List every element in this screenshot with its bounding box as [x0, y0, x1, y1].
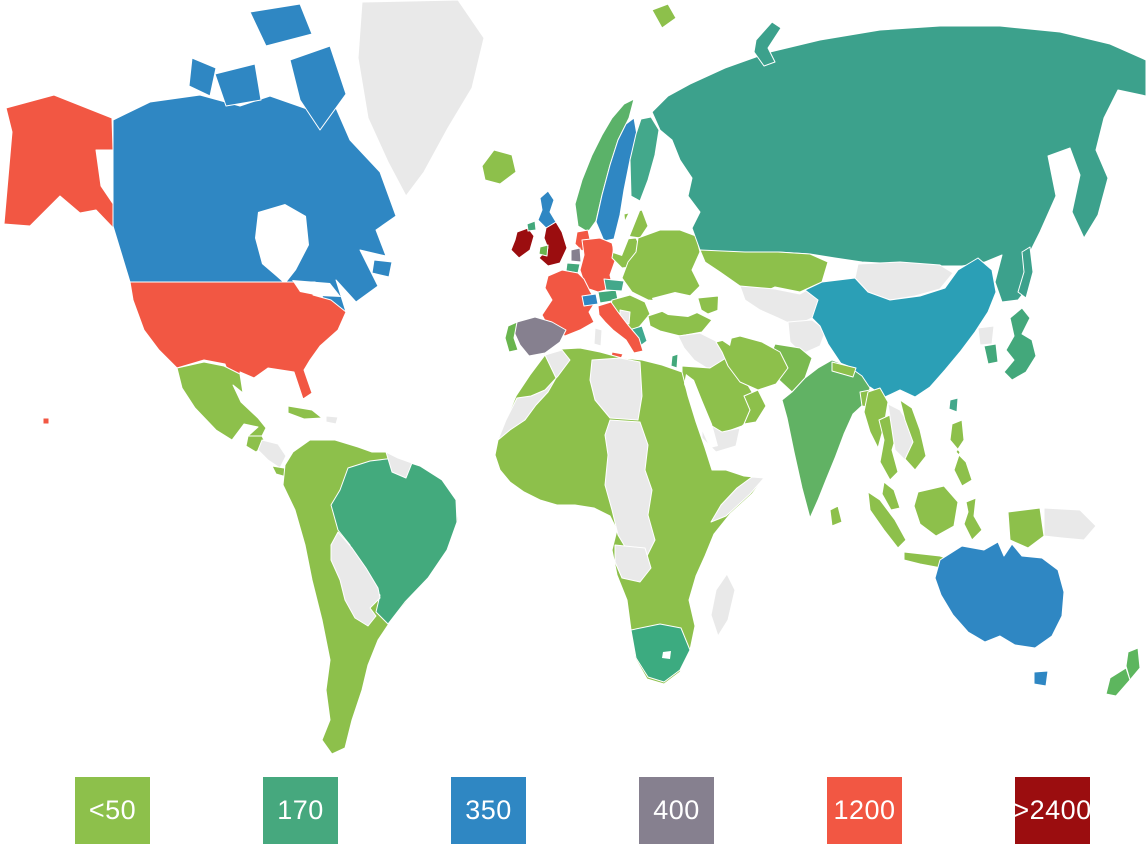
country-hawaii[interactable] — [42, 417, 50, 425]
country-somalia[interactable] — [710, 476, 765, 523]
country-australia[interactable] — [934, 541, 1065, 649]
caspian-sea — [717, 296, 736, 346]
legend-item-1200: 1200 — [827, 777, 902, 844]
country-canada-arctic-3[interactable] — [188, 57, 217, 97]
country-canada-arctic-1[interactable] — [289, 45, 347, 131]
country-papua-new-guinea[interactable] — [1043, 507, 1097, 541]
country-iran[interactable] — [715, 335, 789, 391]
country-wales[interactable] — [538, 244, 549, 257]
legend-item-400: 400 — [639, 777, 714, 844]
country-tasmania[interactable] — [1033, 670, 1049, 687]
black-sea — [652, 292, 702, 317]
country-netherlands[interactable] — [570, 247, 582, 263]
country-philippines[interactable] — [949, 419, 973, 487]
lesotho — [662, 651, 671, 659]
great-lakes — [292, 280, 341, 297]
red-sea — [684, 374, 718, 448]
country-south-korea[interactable] — [983, 343, 999, 365]
country-england-wales[interactable] — [538, 221, 568, 267]
country-indonesia-sumatra[interactable] — [867, 491, 907, 549]
country-north-korea[interactable] — [977, 325, 995, 346]
legend-item-170: 170 — [263, 777, 338, 844]
country-indonesia-papua[interactable] — [1007, 507, 1045, 549]
country-brazil[interactable] — [330, 457, 458, 625]
country-canada-arctic-2[interactable] — [214, 63, 262, 107]
legend-label: 170 — [277, 795, 324, 825]
country-afghanistan[interactable] — [787, 319, 827, 355]
country-iceland[interactable] — [481, 149, 517, 185]
country-china[interactable] — [804, 257, 997, 398]
country-cuba[interactable] — [287, 405, 323, 420]
hudson-bay — [255, 204, 309, 284]
country-canada[interactable] — [112, 94, 397, 313]
country-canada-newfoundland[interactable] — [371, 259, 393, 278]
country-indonesia-sulawesi[interactable] — [963, 497, 983, 541]
country-alaska[interactable] — [3, 94, 129, 234]
country-kazakhstan[interactable] — [699, 249, 829, 297]
baltic-sea — [612, 206, 640, 256]
country-northern-ireland[interactable] — [526, 220, 537, 232]
country-scotland[interactable] — [537, 190, 557, 229]
legend-label: 400 — [653, 795, 700, 825]
region-morocco-wsahara[interactable] — [497, 349, 571, 441]
legend-label: <50 — [88, 795, 137, 825]
country-taiwan[interactable] — [948, 397, 959, 413]
country-sri-lanka[interactable] — [829, 505, 843, 527]
country-new-zealand-south[interactable] — [1105, 667, 1131, 697]
country-nepal[interactable] — [831, 361, 857, 378]
legend-item-gt2400: >2400 — [1013, 777, 1092, 844]
country-libya[interactable] — [589, 357, 643, 421]
country-ireland[interactable] — [510, 227, 535, 259]
world-map — [3, 0, 1146, 755]
country-hispaniola[interactable] — [325, 415, 339, 425]
country-france[interactable] — [541, 269, 597, 337]
legend: <50 170 350 400 1200 >2400 — [75, 777, 1146, 844]
country-south-africa[interactable] — [630, 623, 691, 683]
country-vietnam[interactable] — [899, 399, 927, 471]
country-portugal[interactable] — [504, 321, 519, 353]
country-sakhalin[interactable] — [1017, 246, 1034, 299]
region-guyanas[interactable] — [385, 451, 413, 479]
country-finland[interactable] — [629, 116, 660, 202]
country-israel[interactable] — [670, 353, 679, 369]
country-italy[interactable] — [597, 301, 644, 354]
country-mexico[interactable] — [176, 361, 267, 441]
country-canada-arctic-4[interactable] — [249, 3, 313, 47]
legend-label: 1200 — [833, 795, 896, 825]
country-angola[interactable] — [614, 544, 652, 583]
country-madagascar[interactable] — [710, 573, 736, 637]
country-svalbard[interactable] — [651, 3, 677, 29]
legend-item-lt50: <50 — [75, 777, 150, 844]
country-novaya-zemlya[interactable] — [753, 21, 782, 67]
region-sardinia-corsica[interactable] — [593, 327, 603, 347]
country-czechia[interactable] — [603, 278, 625, 292]
country-spain[interactable] — [513, 316, 567, 357]
legend-label: 350 — [465, 795, 512, 825]
country-new-zealand-north[interactable] — [1125, 647, 1141, 681]
country-malaysia[interactable] — [881, 481, 901, 511]
country-greenland[interactable] — [357, 0, 485, 197]
country-india[interactable] — [781, 359, 871, 519]
country-honduras-nicaragua[interactable] — [257, 439, 287, 469]
country-japan[interactable] — [1003, 307, 1037, 381]
country-indonesia-borneo[interactable] — [913, 485, 959, 537]
country-usa[interactable] — [129, 281, 347, 400]
country-switzerland[interactable] — [581, 293, 599, 307]
legend-label: >2400 — [1013, 795, 1092, 825]
legend-item-350: 350 — [451, 777, 526, 844]
region-bolivia-paraguay[interactable] — [330, 531, 381, 627]
